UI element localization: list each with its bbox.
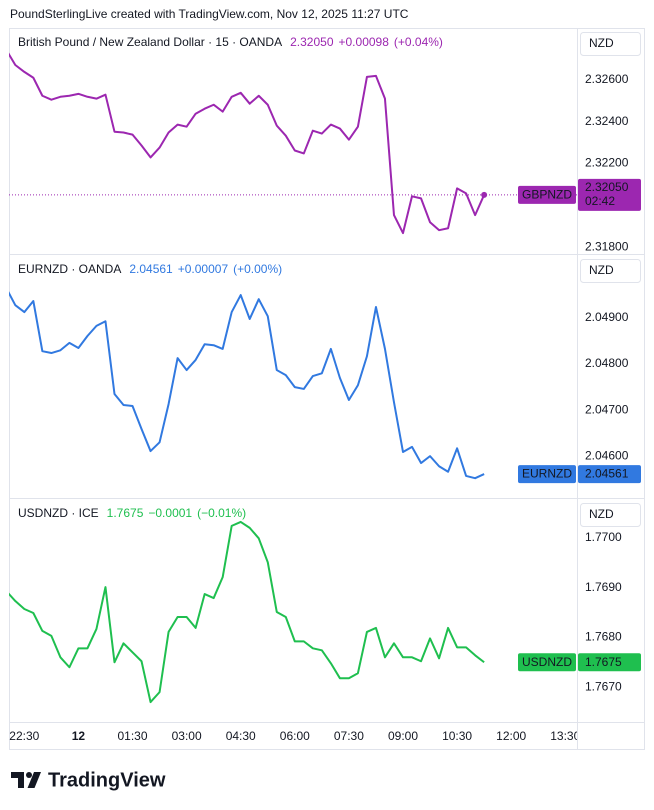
price-label-box (578, 465, 641, 484)
legend-value: 2.04561 (129, 262, 173, 276)
pane-legend: USDNZD · ICE 1.7675 −0.0001 (−0.01%) (18, 506, 246, 520)
y-tick-label: 1.7680 (585, 630, 622, 644)
plot-area (9, 291, 485, 480)
currency-label: NZD (589, 507, 614, 521)
price-line (9, 291, 485, 480)
logo-icon (11, 772, 24, 788)
x-tick-label: 07:30 (334, 729, 364, 743)
symbol-label-box (518, 465, 576, 484)
currency-box (580, 503, 641, 527)
y-tick-label: 2.32400 (585, 114, 629, 128)
x-tick-label: 10:30 (442, 729, 472, 743)
price-label: 1.7675 (585, 655, 622, 669)
currency-label: NZD (589, 263, 614, 277)
legend-title: British Pound / New Zealand Dollar · 15 … (18, 35, 282, 49)
x-tick-label: 09:00 (388, 729, 418, 743)
legend-value: +0.00098 (339, 35, 390, 49)
legend-value: 1.7675 (107, 506, 144, 520)
x-tick-label: 04:30 (226, 729, 256, 743)
legend-value: (−0.01%) (197, 506, 246, 520)
y-tick-label: 2.04700 (585, 402, 629, 416)
y-tick-label: 2.04900 (585, 310, 629, 324)
x-tick-label: 01:30 (118, 729, 148, 743)
logo: TradingView (11, 769, 166, 791)
price-line (9, 52, 486, 235)
y-tick-label: 2.32600 (585, 72, 629, 86)
symbol-label-box (518, 185, 576, 204)
legend-value: −0.0001 (148, 506, 192, 520)
logo-text: TradingView (48, 769, 166, 791)
x-tick-label: 13:30 (550, 729, 580, 743)
plot-area (9, 52, 577, 235)
price-label-box (578, 178, 641, 211)
y-tick-label: 2.31800 (585, 239, 629, 253)
y-tick-label: 1.7670 (585, 679, 622, 693)
countdown-label: 02:42 (585, 194, 615, 208)
y-tick-label: 2.04800 (585, 356, 629, 370)
y-tick-label: 1.7700 (585, 530, 622, 544)
symbol-label-box (518, 653, 576, 672)
x-tick-label: 06:00 (280, 729, 310, 743)
price-label-box (578, 653, 641, 672)
x-tick-label: 12:00 (496, 729, 526, 743)
price-label: 2.04561 (585, 467, 629, 481)
pane-legend: EURNZD · OANDA 2.04561 +0.00007 (+0.00%) (18, 262, 282, 276)
legend-value: (+0.04%) (394, 35, 443, 49)
currency-label: NZD (589, 36, 614, 50)
chart-frame (9, 28, 645, 750)
logo-icon (26, 772, 32, 778)
y-tick-label: 2.32200 (585, 156, 629, 170)
symbol-label: GBPNZD (522, 188, 572, 202)
plot-area (9, 520, 485, 704)
legend-value: (+0.00%) (233, 262, 282, 276)
header-text: PoundSterlingLive created with TradingVi… (10, 7, 409, 21)
legend-title: EURNZD · OANDA (18, 262, 121, 276)
x-tick-label: 22:30 (9, 729, 39, 743)
legend-value: 2.32050 (290, 35, 334, 49)
x-tick-label: 03:00 (172, 729, 202, 743)
time-axis: 22:30 12 01:30 03:00 04:30 06:00 07:30 09:00 10:… (9, 729, 580, 743)
price-label: 2.32050 (585, 180, 629, 194)
logo-icon (27, 772, 41, 788)
legend-value: +0.00007 (178, 262, 229, 276)
symbol-label: USDNZD (522, 655, 572, 669)
x-tick-label: 12 (72, 729, 86, 743)
currency-box (580, 32, 641, 56)
y-tick-label: 2.04600 (585, 448, 629, 462)
last-price-dot (481, 191, 488, 198)
price-line (9, 520, 485, 704)
legend-title: USDNZD · ICE (18, 506, 99, 520)
y-tick-label: 1.7690 (585, 580, 622, 594)
pane-legend: British Pound / New Zealand Dollar · 15 … (18, 35, 443, 49)
symbol-label: EURNZD (522, 467, 572, 481)
currency-box (580, 259, 641, 283)
